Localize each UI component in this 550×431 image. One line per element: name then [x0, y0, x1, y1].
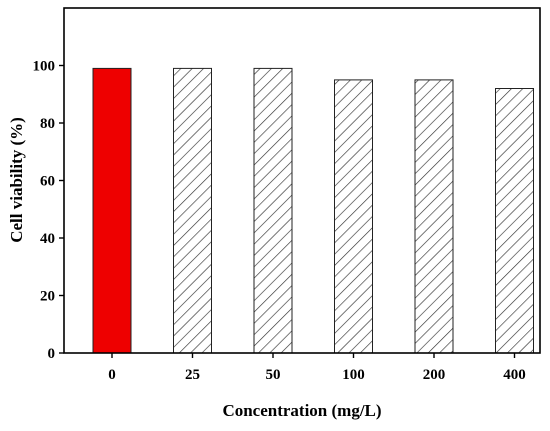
- y-tick-label: 40: [40, 231, 55, 247]
- bar-25: [173, 67, 212, 354]
- bars: [92, 67, 534, 354]
- y-tick-label: 80: [40, 116, 55, 132]
- x-tick-label: 25: [185, 367, 200, 383]
- x-tick-label: 200: [423, 367, 446, 383]
- y-tick-label: 60: [40, 174, 55, 190]
- bar-400: [495, 88, 534, 354]
- y-axis-label: Cell viability (%): [7, 117, 26, 243]
- x-tick-label: 100: [342, 367, 365, 383]
- x-tick-label: 400: [503, 367, 526, 383]
- y-tick-label: 20: [40, 289, 55, 305]
- bar-0: [92, 67, 132, 354]
- x-axis-ticks: 0 25 50 100 200 400: [108, 353, 526, 383]
- y-tick-label: 0: [48, 346, 56, 362]
- bar-100: [334, 79, 373, 354]
- bar-200: [414, 79, 454, 354]
- x-tick-label: 0: [108, 367, 116, 383]
- x-axis-label: Concentration (mg/L): [222, 401, 381, 420]
- y-axis-ticks: 0 20 40 60 80 100: [33, 59, 64, 362]
- bar-50: [253, 67, 293, 354]
- x-tick-label: 50: [266, 367, 281, 383]
- plot-frame: [63, 7, 541, 354]
- y-tick-label: 100: [33, 59, 56, 75]
